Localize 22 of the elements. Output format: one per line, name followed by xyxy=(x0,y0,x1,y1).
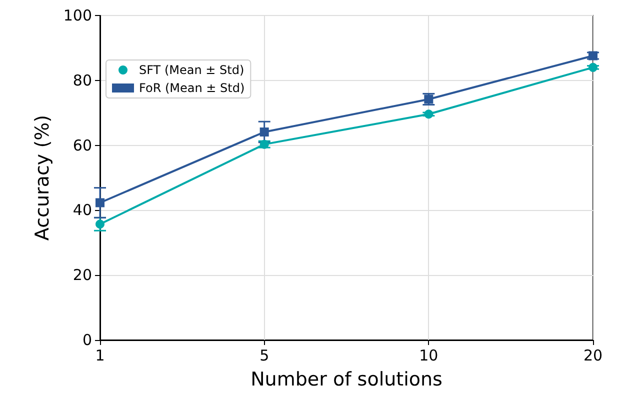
point xyxy=(424,110,434,119)
y-tick-label: 100 xyxy=(63,6,92,24)
legend-label: FoR (Mean ± Std) xyxy=(139,81,245,95)
y-tick-label: 0 xyxy=(82,331,92,349)
point xyxy=(260,140,269,149)
x-tick-label: 20 xyxy=(583,346,603,364)
point xyxy=(424,94,434,104)
point xyxy=(96,198,104,208)
y-tick-label: 20 xyxy=(72,266,92,284)
y-tick-label: 60 xyxy=(72,136,92,154)
point xyxy=(588,51,598,60)
x-tick-label: 5 xyxy=(260,346,270,364)
y-tick-label: 40 xyxy=(72,201,92,220)
point xyxy=(588,62,598,72)
point xyxy=(96,220,104,229)
point xyxy=(260,127,269,136)
y-tick-label: 80 xyxy=(72,71,92,90)
y-axis-title: Accuracy (%) xyxy=(32,114,54,241)
legend-label: SFT (Mean ± Std) xyxy=(139,63,244,77)
x-axis-title: Number of solutions xyxy=(250,368,442,390)
x-tick-label: 1 xyxy=(95,346,105,364)
x-tick-label: 10 xyxy=(419,346,438,364)
